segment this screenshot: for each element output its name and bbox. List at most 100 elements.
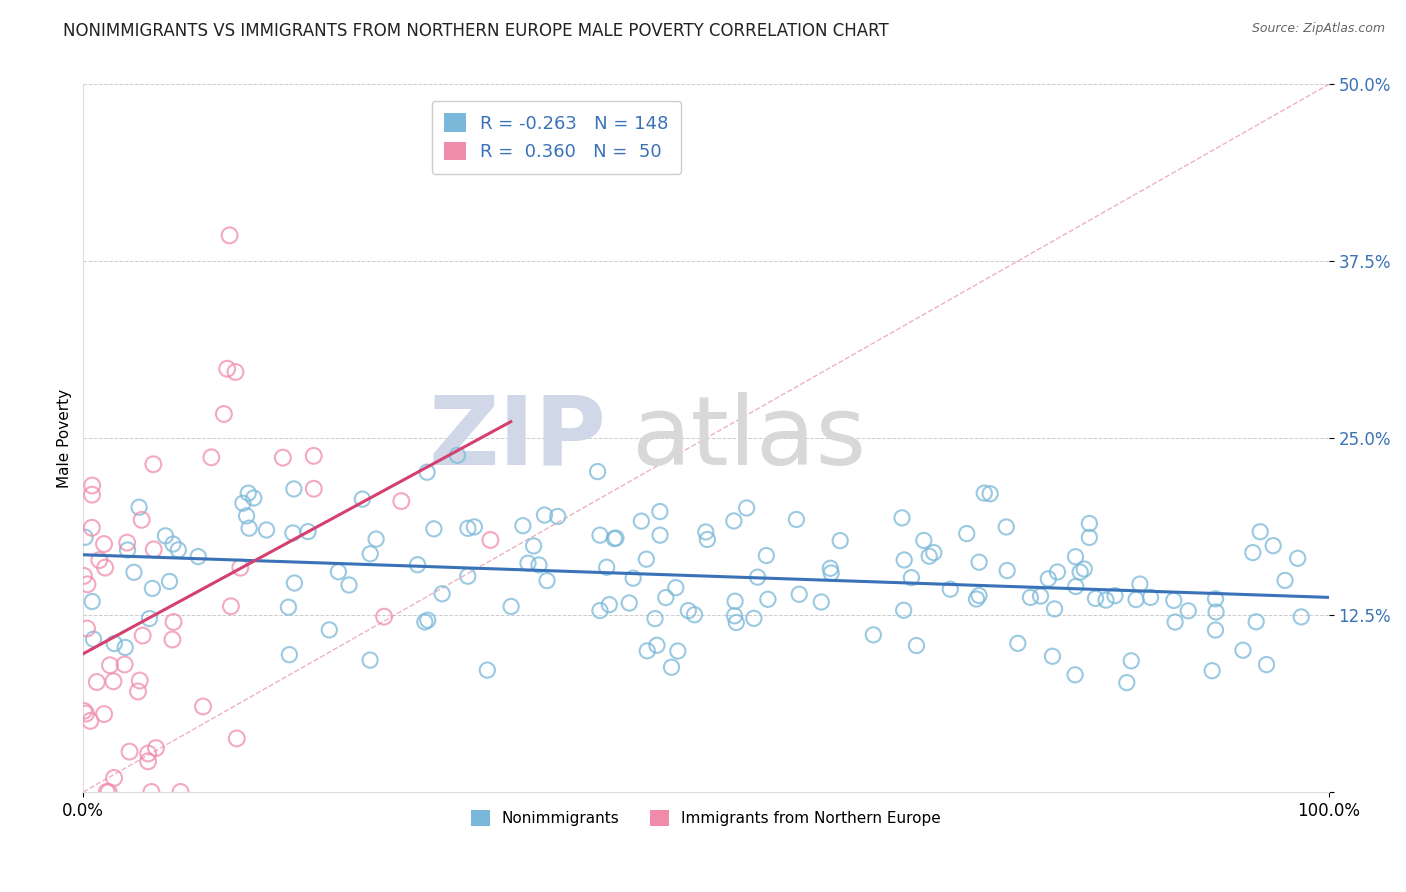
Point (1129, 577, 1152, 591)
Point (138, 612, 160, 626)
Point (142, 457, 165, 471)
Point (1029, 589, 1052, 603)
Point (1073, 562, 1095, 576)
Point (1232, 643, 1254, 657)
Point (93, 707, 115, 722)
Point (136, 747, 159, 761)
Point (995, 564, 1018, 578)
Point (787, 587, 810, 601)
Point (477, 663, 499, 677)
Point (219, 599, 242, 614)
Point (218, 228, 240, 243)
Point (117, 543, 139, 558)
Point (820, 561, 842, 575)
Point (724, 594, 747, 608)
Point (605, 531, 627, 545)
Point (1163, 593, 1185, 607)
Point (187, 549, 209, 564)
Point (238, 521, 260, 535)
Point (1205, 605, 1227, 619)
Point (1249, 524, 1271, 539)
Point (256, 523, 278, 537)
Point (1201, 664, 1223, 678)
Point (80, 521, 103, 535)
Point (723, 514, 745, 528)
Point (501, 599, 523, 614)
Point (167, 542, 190, 557)
Point (389, 494, 412, 508)
Point (756, 592, 779, 607)
Point (1121, 654, 1143, 668)
Point (118, 745, 141, 759)
Point (297, 524, 319, 539)
Point (328, 565, 350, 579)
Point (76, 622, 98, 636)
Point (1164, 615, 1187, 629)
Point (645, 638, 668, 652)
Point (655, 591, 678, 605)
Point (131, 629, 153, 643)
Point (636, 552, 658, 566)
Point (893, 603, 915, 617)
Point (589, 603, 612, 617)
Point (302, 482, 325, 496)
Point (191, 699, 214, 714)
Point (912, 533, 935, 548)
Point (967, 589, 990, 603)
Point (283, 482, 305, 496)
Point (200, 450, 222, 465)
Point (1069, 565, 1091, 579)
Point (1125, 592, 1147, 607)
Point (302, 449, 325, 463)
Point (75, 706, 97, 721)
Point (114, 657, 136, 672)
Point (533, 508, 555, 522)
Point (830, 533, 852, 548)
Point (457, 521, 479, 535)
Point (169, 785, 191, 799)
Point (318, 623, 340, 637)
Point (430, 587, 453, 601)
Point (723, 608, 745, 623)
Point (862, 628, 884, 642)
Point (1286, 551, 1309, 566)
Point (1038, 572, 1060, 586)
Point (479, 533, 502, 547)
Point (122, 566, 145, 580)
Point (696, 533, 718, 547)
Point (603, 532, 626, 546)
Point (621, 571, 644, 585)
Point (636, 644, 658, 658)
Point (73, 569, 96, 583)
Point (446, 448, 468, 462)
Point (1084, 591, 1107, 606)
Point (742, 611, 765, 625)
Point (232, 496, 254, 510)
Point (136, 754, 159, 768)
Y-axis label: Male Poverty: Male Poverty (58, 389, 72, 488)
Point (1078, 530, 1101, 544)
Point (648, 528, 671, 542)
Point (98, 658, 121, 673)
Point (142, 542, 165, 557)
Point (517, 556, 540, 570)
Point (598, 598, 620, 612)
Point (547, 509, 569, 524)
Point (162, 632, 184, 647)
Point (1139, 591, 1161, 605)
Point (359, 653, 381, 667)
Point (162, 615, 184, 629)
Point (337, 578, 360, 592)
Point (416, 465, 439, 479)
Point (423, 522, 446, 536)
Point (80, 488, 103, 502)
Text: Source: ZipAtlas.com: Source: ZipAtlas.com (1251, 22, 1385, 36)
Point (644, 612, 666, 626)
Text: atlas: atlas (631, 392, 866, 484)
Point (162, 537, 184, 551)
Point (82, 594, 104, 608)
Point (939, 582, 962, 597)
Point (281, 525, 304, 540)
Point (364, 532, 387, 546)
Point (956, 526, 979, 541)
